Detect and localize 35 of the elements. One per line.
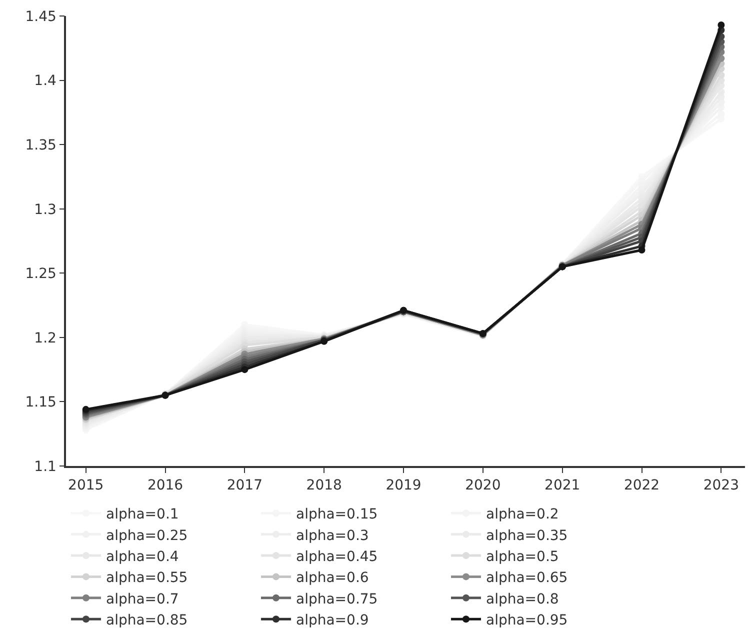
y-tick-label: 1.1 [34,458,56,475]
legend-label: alpha=0.1 [106,506,179,523]
x-tick-label: 2023 [703,478,739,494]
legend-label: alpha=0.9 [296,612,369,629]
y-tick-label: 1.45 [25,8,56,25]
legend-label: alpha=0.45 [296,548,378,565]
legend-label: alpha=0.2 [486,506,559,523]
legend-label: alpha=0.6 [296,570,369,586]
legend-label: alpha=0.7 [106,591,179,608]
legend-label: alpha=0.4 [106,548,179,565]
x-tick-label: 2017 [226,478,262,494]
legend-label: alpha=0.25 [106,528,188,544]
x-tick-label: 2016 [147,478,184,494]
legend-label: alpha=0.35 [486,528,568,544]
legend-label: alpha=0.85 [106,612,188,629]
x-tick-label: 2021 [544,478,580,494]
y-tick-label: 1.15 [25,394,56,411]
x-tick-label: 2020 [465,478,501,494]
legend-label: alpha=0.55 [106,570,188,586]
legend-label: alpha=0.65 [486,570,568,586]
legend-label: alpha=0.75 [296,591,378,608]
x-tick-label: 2022 [624,478,660,494]
x-tick-label: 2019 [386,478,422,494]
legend-label: alpha=0.3 [296,528,369,544]
x-tick-label: 2015 [68,478,104,494]
y-tick-label: 1.35 [25,137,56,154]
legend-label: alpha=0.15 [296,506,378,523]
legend-label: alpha=0.5 [486,548,559,565]
y-tick-label: 1.4 [34,73,57,90]
x-tick-label: 2018 [306,478,342,494]
legend-label: alpha=0.8 [486,591,559,608]
legend-label: alpha=0.95 [486,612,568,629]
y-tick-label: 1.2 [34,330,56,346]
y-tick-label: 1.25 [25,266,56,282]
y-tick-label: 1.3 [34,202,56,218]
